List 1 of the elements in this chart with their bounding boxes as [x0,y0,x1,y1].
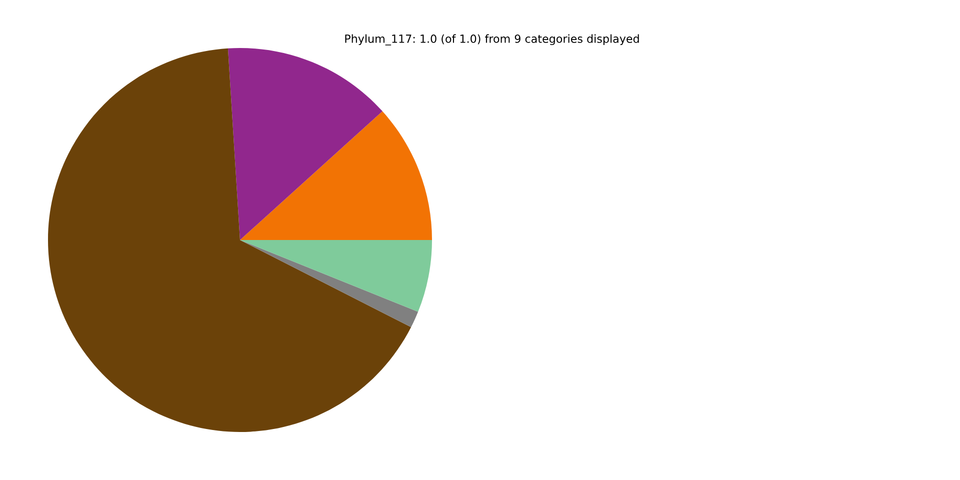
text: Phylum_117: 1.0 (of 1.0) from 9 categories displayed [345,34,639,46]
